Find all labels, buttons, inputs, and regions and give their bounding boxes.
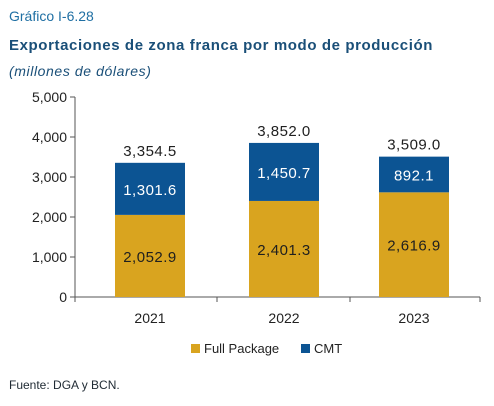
y-tick-label: 2,000: [32, 209, 67, 225]
bar-full-package-2022: [249, 200, 319, 297]
label-full-package-2023: 2,616.9: [387, 238, 441, 255]
x-tick-label: 2021: [134, 310, 165, 326]
legend-label-cmt: CMT: [314, 341, 342, 356]
chart-title: Exportaciones de zona franca por modo de…: [9, 37, 433, 54]
x-axis: 2021 2022 2023: [74, 296, 481, 326]
bar-full-package-2023: [379, 192, 449, 297]
total-label-2023: 3,509.0: [387, 137, 441, 154]
y-tick-label: 3,000: [32, 169, 67, 185]
figure-label: Gráfico I-6.28: [9, 8, 94, 24]
y-tick-label: 5,000: [32, 89, 67, 105]
x-tick-label: 2023: [398, 310, 429, 326]
bar-full-package-2021: [115, 214, 185, 297]
total-label-2022: 3,852.0: [257, 123, 311, 140]
total-label-2021: 3,354.5: [123, 143, 177, 160]
chart-subtitle: (millones de dólares): [9, 63, 152, 79]
bar-cmt-2021: [115, 162, 185, 215]
y-axis: 0 1,000 2,000 3,000 4,000 5,000: [32, 89, 76, 305]
legend-swatch-full-package: [191, 344, 200, 353]
y-tick-label: 4,000: [32, 129, 67, 145]
source-note: Fuente: DGA y BCN.: [9, 378, 120, 392]
y-tick-label: 1,000: [32, 249, 67, 265]
label-full-package-2021: 2,052.9: [123, 249, 177, 266]
label-cmt-2022: 1,450.7: [257, 165, 311, 182]
label-cmt-2021: 1,301.6: [123, 182, 177, 199]
bar-cmt-2022: [249, 142, 319, 201]
legend: Full Package CMT: [191, 341, 342, 356]
label-cmt-2023: 892.1: [394, 167, 434, 184]
legend-swatch-cmt: [301, 344, 310, 353]
legend-label-full-package: Full Package: [204, 341, 279, 356]
y-tick-label: 0: [59, 289, 67, 305]
x-tick-label: 2022: [268, 310, 299, 326]
label-full-package-2022: 2,401.3: [257, 242, 311, 259]
bar-cmt-2023: [379, 156, 449, 193]
bars-group: 2,052.9 1,301.6 3,354.5 2,401.3 1,450.7 3,852…: [115, 123, 449, 297]
